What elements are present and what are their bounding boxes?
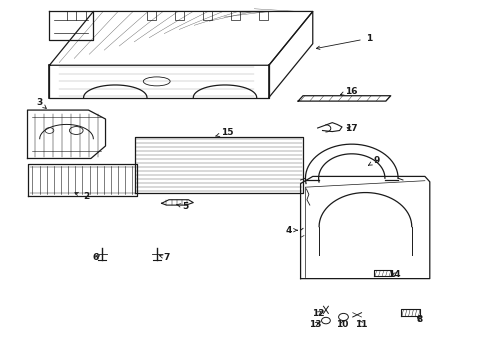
Text: 5: 5 bbox=[176, 202, 188, 211]
Bar bbox=[259, 12, 267, 21]
Text: 13: 13 bbox=[308, 320, 321, 329]
Text: 15: 15 bbox=[215, 128, 233, 137]
Text: 11: 11 bbox=[355, 320, 367, 329]
Bar bbox=[175, 12, 183, 21]
Text: 9: 9 bbox=[368, 156, 380, 165]
Text: 7: 7 bbox=[159, 253, 169, 262]
Text: 8: 8 bbox=[416, 315, 422, 324]
Text: 4: 4 bbox=[285, 226, 297, 235]
Text: 3: 3 bbox=[37, 98, 46, 108]
Text: 2: 2 bbox=[75, 192, 89, 201]
Text: 14: 14 bbox=[387, 270, 400, 279]
Text: 6: 6 bbox=[92, 253, 99, 262]
Text: 12: 12 bbox=[311, 309, 324, 318]
Text: 16: 16 bbox=[340, 86, 356, 95]
Text: 10: 10 bbox=[335, 320, 347, 329]
Bar bbox=[203, 12, 211, 21]
Bar bbox=[147, 12, 156, 21]
Text: 17: 17 bbox=[345, 124, 357, 133]
Bar bbox=[231, 12, 240, 21]
Text: 1: 1 bbox=[316, 34, 371, 49]
